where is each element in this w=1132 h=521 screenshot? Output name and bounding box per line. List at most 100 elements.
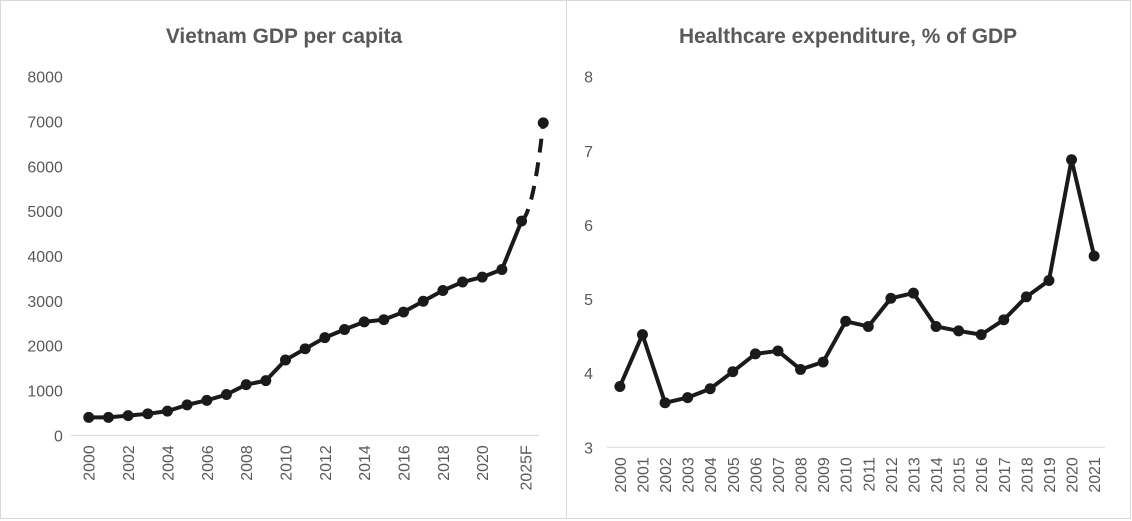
gdp-data-point <box>319 332 331 344</box>
x-tick-label: 2014 <box>357 445 374 481</box>
x-tick-label: 2002 <box>121 445 138 481</box>
y-tick-label: 8 <box>584 70 593 87</box>
health-data-point <box>930 320 942 332</box>
y-tick-label: 0 <box>54 428 63 445</box>
health-data-point <box>840 315 852 327</box>
x-tick-label: 2018 <box>436 445 453 481</box>
x-tick-label: 2008 <box>239 445 256 481</box>
y-tick-label: 1000 <box>27 383 63 400</box>
gdp-chart: Vietnam GDP per capita 0 1000 2000 3000 4000… <box>27 25 549 490</box>
gdp-data-point <box>457 276 469 288</box>
y-tick-label: 8000 <box>27 70 63 87</box>
health-data-point <box>772 345 784 357</box>
x-tick-label: 2003 <box>681 457 698 493</box>
x-tick-label: 2004 <box>703 457 720 493</box>
gdp-data-point <box>378 314 390 326</box>
gdp-data-point <box>122 410 134 422</box>
y-tick-label: 3000 <box>27 294 63 311</box>
health-data-point <box>1043 275 1055 286</box>
gdp-data-point <box>496 263 508 275</box>
y-tick-label: 7 <box>584 144 593 161</box>
y-tick-label: 4000 <box>27 249 63 266</box>
x-tick-label: 2015 <box>952 457 969 493</box>
health-chart: Healthcare expenditure, % of GDP 3 4 5 6 7 8 2… <box>584 25 1106 493</box>
health-data-point <box>998 314 1010 326</box>
gdp-data-point <box>142 408 154 420</box>
gdp-forecast-line <box>520 122 546 223</box>
x-tick-label: 2001 <box>635 457 652 493</box>
x-tick-label: 2012 <box>884 457 901 493</box>
gdp-data-point <box>516 215 528 227</box>
gdp-data-point <box>358 316 370 328</box>
x-tick-label: 2004 <box>160 445 177 481</box>
gdp-data-point <box>181 399 193 411</box>
x-tick-label: 2011 <box>861 457 878 491</box>
y-tick-label: 5 <box>584 292 593 309</box>
x-tick-label: 2020 <box>475 445 492 481</box>
gdp-series-line <box>86 219 524 420</box>
x-tick-label: 2009 <box>816 457 833 493</box>
x-tick-label: 2018 <box>1019 457 1036 493</box>
gdp-data-point <box>398 306 410 318</box>
health-data-point <box>1020 291 1032 303</box>
health-data-point <box>1066 154 1078 166</box>
health-data-point <box>885 292 897 304</box>
gdp-data-point <box>437 285 449 297</box>
health-data-point <box>862 320 874 332</box>
x-tick-label: 2020 <box>1065 457 1082 493</box>
gdp-data-point <box>339 324 350 336</box>
gdp-chart-title: Vietnam GDP per capita <box>166 25 403 48</box>
x-tick-label: 2000 <box>82 445 99 481</box>
x-tick-label: 2025F <box>519 445 536 490</box>
gdp-chart-panel: Vietnam GDP per capita 0 1000 2000 3000 4000… <box>0 0 567 519</box>
health-data-point <box>682 392 694 404</box>
health-data-point <box>727 366 739 378</box>
x-tick-label: 2016 <box>974 457 991 493</box>
gdp-data-point <box>280 354 291 366</box>
x-tick-label: 2017 <box>997 457 1014 493</box>
health-data-point <box>975 329 987 341</box>
gdp-data-point <box>299 343 311 355</box>
health-data-point <box>953 325 965 337</box>
health-data-point <box>749 348 761 360</box>
x-tick-label: 2021 <box>1087 457 1104 493</box>
x-tick-label: 2010 <box>278 445 295 481</box>
y-tick-label: 3 <box>584 440 593 457</box>
health-data-point <box>907 287 919 299</box>
x-tick-label: 2012 <box>318 445 335 481</box>
x-tick-label: 2008 <box>794 457 811 493</box>
gdp-data-point <box>476 271 488 283</box>
y-tick-label: 2000 <box>27 339 63 356</box>
x-tick-label: 2019 <box>1042 457 1059 493</box>
health-series-line <box>617 157 1097 405</box>
y-tick-label: 4 <box>584 366 593 383</box>
x-tick-label: 2013 <box>906 457 923 493</box>
x-tick-label: 2005 <box>726 457 743 493</box>
health-data-point <box>1088 250 1100 262</box>
gdp-data-point <box>417 295 429 307</box>
health-data-point <box>704 383 716 395</box>
x-tick-label: 2002 <box>658 457 675 493</box>
gdp-data-point <box>161 405 173 417</box>
x-tick-label: 2007 <box>771 457 788 493</box>
x-tick-label: 2006 <box>748 457 765 493</box>
health-chart-title: Healthcare expenditure, % of GDP <box>679 25 1017 48</box>
x-tick-label: 2016 <box>397 445 414 481</box>
x-tick-label: 2006 <box>200 445 217 481</box>
gdp-data-point <box>201 394 213 406</box>
health-data-point <box>817 356 829 368</box>
x-tick-label: 2000 <box>613 457 630 493</box>
health-chart-panel: Healthcare expenditure, % of GDP 3 4 5 6 7 8 2… <box>566 0 1131 519</box>
y-tick-label: 6 <box>584 218 593 235</box>
gdp-data-point <box>220 389 232 401</box>
y-tick-label: 7000 <box>27 115 63 132</box>
gdp-forecast-point <box>537 117 549 129</box>
gdp-data-point <box>240 379 252 391</box>
x-tick-label: 2014 <box>929 457 946 493</box>
health-data-point <box>795 363 807 375</box>
gdp-data-point <box>260 375 272 387</box>
x-tick-label: 2010 <box>839 457 856 493</box>
health-data-point <box>659 397 671 409</box>
gdp-data-point <box>102 411 114 423</box>
health-data-point <box>636 329 648 341</box>
